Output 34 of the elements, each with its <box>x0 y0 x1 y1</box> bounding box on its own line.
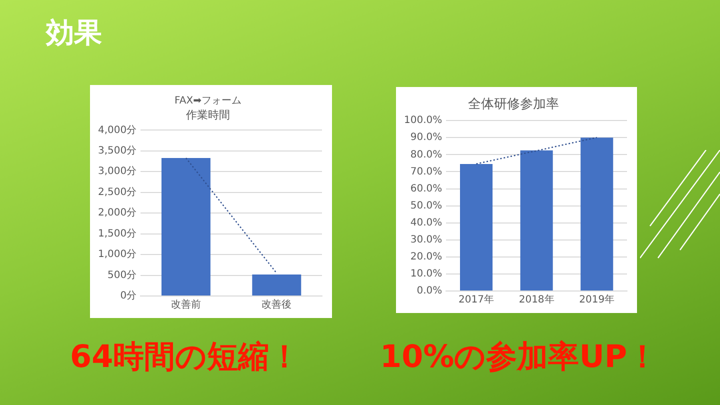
x-tick-label: 2019年 <box>579 294 615 306</box>
chart-title: 全体研修参加率 <box>468 96 559 112</box>
x-tick-label: 2017年 <box>458 294 494 306</box>
x-tick-label: 改善前 <box>170 298 201 311</box>
y-tick-label: 4,000分 <box>98 124 137 136</box>
bar <box>520 150 553 290</box>
chart-title: FAX➡フォーム <box>174 96 242 107</box>
text: 10%の参加率UP！ <box>380 338 658 377</box>
y-tick-label: 40.0% <box>410 217 442 228</box>
y-tick-label: 20.0% <box>410 252 442 263</box>
y-tick-label: 500分 <box>108 268 137 281</box>
bar <box>580 138 614 290</box>
y-tick-label: 10.0% <box>410 268 442 280</box>
bar <box>460 164 493 290</box>
y-tick-label: 0.0% <box>416 286 442 297</box>
text: 効果 <box>46 15 102 51</box>
y-tick-label: 70.0% <box>410 166 442 178</box>
y-tick-label: 80.0% <box>410 149 442 160</box>
chart-subtitle: 作業時間 <box>185 108 230 122</box>
x-tick-label: 改善後 <box>262 298 292 311</box>
y-tick-label: 50.0% <box>410 200 442 212</box>
y-tick-label: 0分 <box>120 290 137 302</box>
y-tick-label: 2,500分 <box>98 186 137 198</box>
y-tick-label: 2,000分 <box>98 206 137 219</box>
y-tick-label: 1,000分 <box>98 248 137 260</box>
text: 64時間の短縮！ <box>70 338 300 377</box>
y-tick-label: 100.0% <box>404 115 442 126</box>
y-tick-label: 90.0% <box>410 132 442 144</box>
y-tick-label: 30.0% <box>410 234 442 246</box>
x-tick-label: 2018年 <box>518 294 554 306</box>
y-tick-label: 60.0% <box>410 183 442 194</box>
y-tick-label: 3,500分 <box>98 144 137 157</box>
y-tick-label: 3,000分 <box>98 165 137 178</box>
y-tick-label: 1,500分 <box>98 227 137 240</box>
